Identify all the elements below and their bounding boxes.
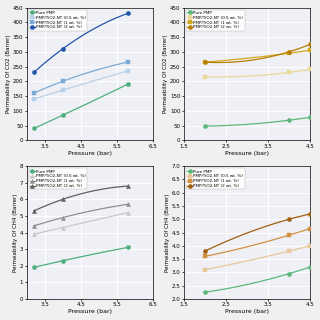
Legend: Pure PMP, PMP/TiO2-NT (0.5 wt. %), PMP/TiO2-NT (1 wt. %), PMP/TiO2-NT (2 wt. %): Pure PMP, PMP/TiO2-NT (0.5 wt. %), PMP/T… bbox=[186, 168, 244, 189]
Y-axis label: Permeability Of CO2 (Barrer): Permeability Of CO2 (Barrer) bbox=[5, 35, 11, 113]
X-axis label: Pressure (bar): Pressure (bar) bbox=[225, 309, 269, 315]
Legend: Pure PMP, PMP/TiO2-NT (0.5 wt. %), PMP/TiO2-NT (1 wt. %), PMP/TiO2-NT (2 wt. %): Pure PMP, PMP/TiO2-NT (0.5 wt. %), PMP/T… bbox=[29, 168, 87, 189]
X-axis label: Pressure (bar): Pressure (bar) bbox=[68, 309, 112, 315]
Legend: Pure PMP, PMP/TiO2-NT (0.5 wt. %), PMP/TiO2-NT (1 wt. %), PMP/TiO2-NT (2 wt. %): Pure PMP, PMP/TiO2-NT (0.5 wt. %), PMP/T… bbox=[29, 10, 87, 31]
Y-axis label: Permeability Of CH4 (Barrer): Permeability Of CH4 (Barrer) bbox=[164, 193, 170, 272]
Y-axis label: Permeability Of CO2 (Barrer): Permeability Of CO2 (Barrer) bbox=[163, 35, 168, 113]
Legend: Pure PMP, PMP/TiO2-NT (0.5 wt. %), PMP/TiO2-NT (1 wt. %), PMP/TiO2-NT (2 wt. %): Pure PMP, PMP/TiO2-NT (0.5 wt. %), PMP/T… bbox=[186, 10, 244, 31]
X-axis label: Pressure (bar): Pressure (bar) bbox=[68, 151, 112, 156]
Y-axis label: Permeability Of CH4 (Barrer): Permeability Of CH4 (Barrer) bbox=[12, 193, 18, 272]
X-axis label: Pressure (bar): Pressure (bar) bbox=[225, 151, 269, 156]
